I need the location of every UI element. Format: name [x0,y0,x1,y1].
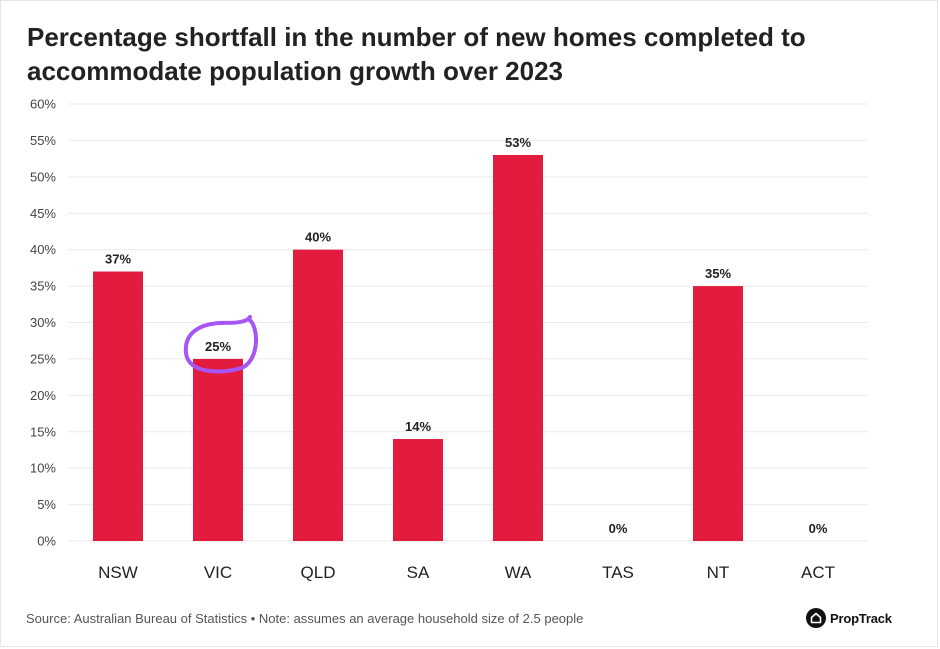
bar-chart: 0% 5% 10% 15% 20% 25% 30% 35% 40% 45% 50% 55% 60% 37… [30,97,868,582]
bar-wa [493,154,543,541]
category-label-act: ACT [801,563,835,582]
x-axis-category-labels: NSW VIC QLD SA WA TAS NT ACT [98,563,835,582]
brand-name: PropTrack [830,610,892,626]
y-tick-label: 45% [30,206,56,221]
value-label-qld: 40% [305,230,331,245]
category-label-wa: WA [505,563,532,582]
value-label-wa: 53% [505,135,531,150]
y-tick-label: 30% [30,315,56,330]
y-tick-label: 0% [37,534,56,549]
y-tick-label: 60% [30,97,56,112]
chart-title: Percentage shortfall in the number of ne… [27,22,806,86]
y-axis-tick-labels: 0% 5% 10% 15% 20% 25% 30% 35% 40% 45% 50% 55% 60% [30,97,56,549]
annotation-layer [183,314,259,374]
value-label-act: 0% [809,521,828,536]
bars [93,154,743,541]
value-label-sa: 14% [405,419,431,434]
gridlines [68,103,868,542]
proptrack-logo-icon [806,608,826,628]
value-label-tas: 0% [609,521,628,536]
y-tick-label: 55% [30,133,56,148]
y-tick-label: 5% [37,497,56,512]
value-label-vic: 25% [205,339,231,354]
highlight-circle [183,314,259,374]
bar-vic [193,358,243,541]
y-tick-label: 15% [30,424,56,439]
y-tick-label: 10% [30,461,56,476]
bar-qld [293,249,343,541]
value-label-nt: 35% [705,266,731,281]
category-label-nt: NT [707,563,730,582]
value-label-nsw: 37% [105,252,131,267]
category-label-vic: VIC [204,563,232,582]
brand-logo-group: PropTrack [806,608,892,628]
y-tick-label: 20% [30,388,56,403]
y-tick-label: 25% [30,351,56,366]
value-labels: 37% 25% 40% 14% 53% 0% 35% 0% [105,135,828,536]
category-label-tas: TAS [602,563,634,582]
y-tick-label: 35% [30,279,56,294]
y-tick-label: 40% [30,242,56,257]
bar-nsw [93,271,143,541]
bar-sa [393,439,443,541]
category-label-nsw: NSW [98,563,138,582]
source-note: Source: Australian Bureau of Statistics … [26,611,584,626]
category-label-qld: QLD [301,563,336,582]
bar-nt [693,286,743,541]
category-label-sa: SA [407,563,430,582]
y-tick-label: 50% [30,169,56,184]
